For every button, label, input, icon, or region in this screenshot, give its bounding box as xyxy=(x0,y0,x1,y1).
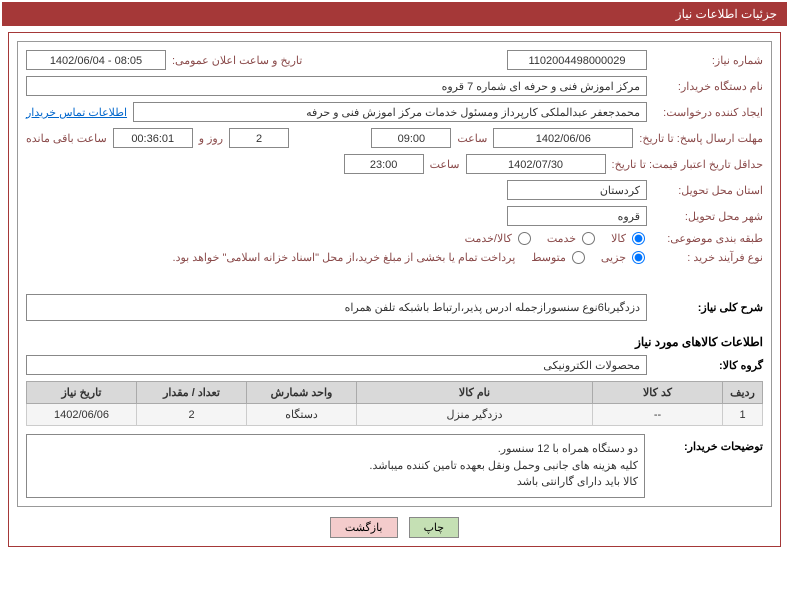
payment-note: پرداخت تمام یا بخشی از مبلغ خرید،از محل … xyxy=(173,251,516,264)
label-public-announce: تاریخ و ساعت اعلان عمومی: xyxy=(172,54,302,67)
td-date: 1402/06/06 xyxy=(27,404,137,426)
field-price-validity-time: 23:00 xyxy=(344,154,424,174)
explain-line-3: کالا باید دارای گارانتی باشد xyxy=(33,474,638,491)
label-buyer-explain: توضیحات خریدار: xyxy=(653,434,763,453)
label-delivery-province: استان محل تحویل: xyxy=(653,184,763,197)
field-buyer-org: مرکز اموزش فنی و حرفه ای شماره 7 قروه xyxy=(26,76,647,96)
radio-partial[interactable] xyxy=(632,251,645,264)
radio-medium[interactable] xyxy=(572,251,585,264)
page-title: جزئیات اطلاعات نیاز xyxy=(2,2,787,26)
td-unit: دستگاه xyxy=(247,404,357,426)
radio-goods-service[interactable] xyxy=(518,232,531,245)
label-product-group: گروه کالا: xyxy=(653,359,763,372)
label-subject-class: طبقه بندی موضوعی: xyxy=(653,232,763,245)
th-code: کد کالا xyxy=(593,382,723,404)
radio-label-medium: متوسط xyxy=(531,251,566,264)
radio-service[interactable] xyxy=(582,232,595,245)
label-delivery-city: شهر محل تحویل: xyxy=(653,210,763,223)
label-need-no: شماره نیاز: xyxy=(653,54,763,67)
explain-line-1: دو دستگاه همراه با 12 سنسور. xyxy=(33,441,638,458)
field-requester: محمدجعفر عبدالملکی کارپرداز ومسئول خدمات… xyxy=(133,102,647,122)
field-buyer-explain: دو دستگاه همراه با 12 سنسور. کلیه هزینه … xyxy=(26,434,645,498)
field-hours-remain: 00:36:01 xyxy=(113,128,193,148)
field-public-announce: 1402/06/04 - 08:05 xyxy=(26,50,166,70)
th-unit: واحد شمارش xyxy=(247,382,357,404)
radio-goods[interactable] xyxy=(632,232,645,245)
section-items-title: اطلاعات کالاهای مورد نیاز xyxy=(26,335,763,349)
radio-label-service: خدمت xyxy=(547,232,576,245)
print-button[interactable]: چاپ xyxy=(409,517,460,538)
label-purchase-type: نوع فرآیند خرید : xyxy=(653,251,763,264)
field-price-validity-date: 1402/07/30 xyxy=(466,154,606,174)
field-product-group: محصولات الکترونیکی xyxy=(26,355,647,375)
form-panel: شماره نیاز: 1102004498000029 تاریخ و ساع… xyxy=(17,41,772,507)
td-row: 1 xyxy=(723,404,763,426)
field-general-desc: دزدگیربا6نوع سنسورازجمله ادرس پذیر،ارتبا… xyxy=(26,294,647,321)
radio-label-goods-service: کالا/خدمت xyxy=(465,232,512,245)
label-general-desc: شرح کلی نیاز: xyxy=(653,301,763,314)
td-qty: 2 xyxy=(137,404,247,426)
field-delivery-city: قروه xyxy=(507,206,647,226)
radio-label-partial: جزیی xyxy=(601,251,626,264)
td-code: -- xyxy=(593,404,723,426)
field-delivery-province: کردستان xyxy=(507,180,647,200)
field-response-time: 09:00 xyxy=(371,128,451,148)
th-qty: تعداد / مقدار xyxy=(137,382,247,404)
th-name: نام کالا xyxy=(357,382,593,404)
field-days-remain: 2 xyxy=(229,128,289,148)
th-date: تاریخ نیاز xyxy=(27,382,137,404)
label-days-and: روز و xyxy=(199,132,223,145)
td-name: دزدگیر منزل xyxy=(357,404,593,426)
label-hour-2: ساعت xyxy=(430,158,460,171)
field-response-date: 1402/06/06 xyxy=(493,128,633,148)
label-hours-remain: ساعت باقی مانده xyxy=(26,132,107,145)
main-panel: شماره نیاز: 1102004498000029 تاریخ و ساع… xyxy=(8,32,781,547)
table-row: 1 -- دزدگیر منزل دستگاه 2 1402/06/06 xyxy=(27,404,763,426)
label-response-deadline: مهلت ارسال پاسخ: تا تاریخ: xyxy=(639,132,763,145)
label-buyer-org: نام دستگاه خریدار: xyxy=(653,80,763,93)
radio-label-goods: کالا xyxy=(611,232,626,245)
items-table: ردیف کد کالا نام کالا واحد شمارش تعداد /… xyxy=(26,381,763,426)
label-hour-1: ساعت xyxy=(457,132,487,145)
th-row: ردیف xyxy=(723,382,763,404)
label-price-validity: حداقل تاریخ اعتبار قیمت: تا تاریخ: xyxy=(612,158,763,171)
explain-line-2: کلیه هزینه های جانبی وحمل ونقل بعهده تام… xyxy=(33,458,638,475)
link-buyer-contact[interactable]: اطلاعات تماس خریدار xyxy=(26,106,127,119)
back-button[interactable]: بازگشت xyxy=(330,517,398,538)
field-need-no: 1102004498000029 xyxy=(507,50,647,70)
label-requester: ایجاد کننده درخواست: xyxy=(653,106,763,119)
